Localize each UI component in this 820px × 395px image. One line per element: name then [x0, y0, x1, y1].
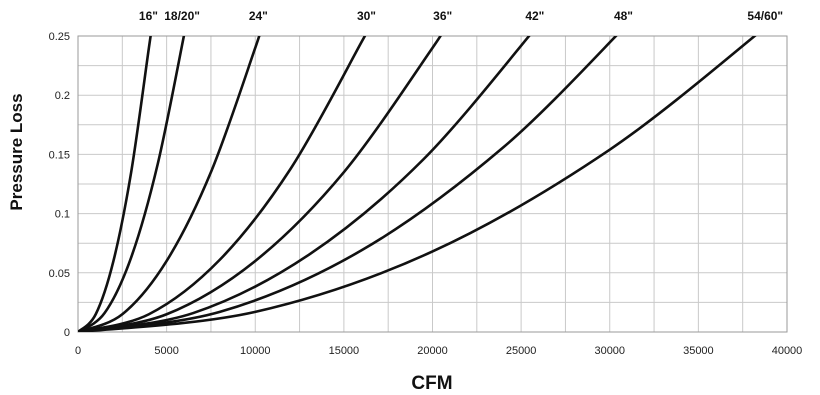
series-label-42: 42"	[525, 9, 544, 23]
y-tick-label: 0.1	[55, 209, 70, 221]
series-label-24: 24"	[249, 9, 268, 23]
x-tick-labels: 0 5000 10000 15000 20000 25000 30000 35000 40000	[75, 345, 802, 357]
y-tick-label: 0.25	[49, 31, 70, 43]
y-tick-label: 0.2	[55, 90, 70, 102]
x-tick-label: 40000	[772, 345, 803, 357]
series-label-36: 36"	[433, 9, 452, 23]
grid	[78, 36, 787, 332]
series-label-18-20: 18/20"	[164, 9, 200, 23]
series-label-16: 16"	[139, 9, 158, 23]
x-tick-label: 0	[75, 345, 81, 357]
series-line-16	[78, 36, 152, 332]
series-line-24	[78, 36, 261, 332]
series-line-36	[78, 36, 443, 332]
series-label-54-60: 54/60"	[747, 9, 783, 23]
plot-frame	[77, 35, 788, 333]
series-line-30	[78, 36, 367, 332]
y-tick-label: 0	[64, 327, 70, 339]
x-tick-label: 30000	[594, 345, 625, 357]
series-line-42	[78, 36, 531, 332]
x-tick-label: 20000	[417, 345, 448, 357]
series-curves	[78, 36, 757, 332]
series-line-18-20	[78, 36, 186, 332]
y-tick-label: 0.05	[49, 268, 70, 280]
x-axis-title: CFM	[411, 373, 452, 394]
x-tick-label: 5000	[154, 345, 178, 357]
y-axis-title: Pressure Loss	[7, 93, 26, 210]
x-tick-label: 15000	[329, 345, 360, 357]
y-tick-label: 0.15	[49, 149, 70, 161]
y-tick-labels: 0 0.05 0.1 0.15 0.2 0.25	[49, 31, 70, 339]
x-tick-label: 35000	[683, 345, 714, 357]
series-line-54-60	[78, 36, 757, 332]
series-line-48	[78, 36, 618, 332]
series-label-48: 48"	[614, 9, 633, 23]
x-tick-label: 25000	[506, 345, 537, 357]
x-tick-label: 10000	[240, 345, 271, 357]
series-label-30: 30"	[357, 9, 376, 23]
series-labels: 16" 18/20" 24" 30" 36" 42" 48" 54/60"	[139, 9, 783, 23]
